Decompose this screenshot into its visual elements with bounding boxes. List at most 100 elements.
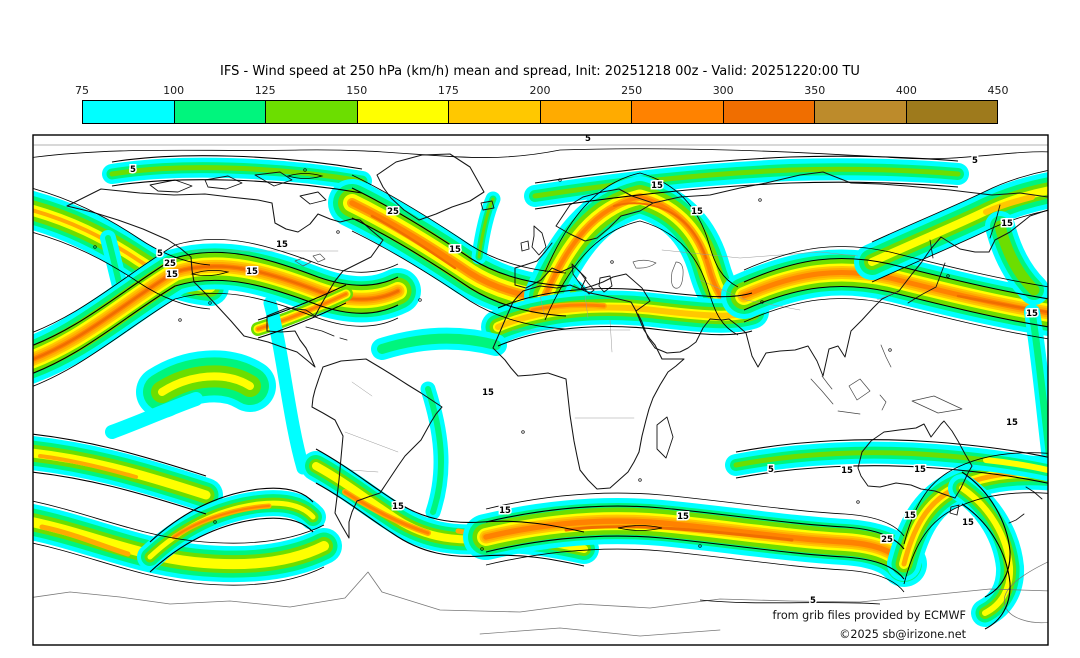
contour-speckle: [418, 298, 422, 302]
colorbar-segment: [174, 101, 266, 123]
wind-band: [33, 517, 329, 570]
contour-speckle: [758, 198, 762, 202]
spread-contour: [485, 535, 905, 580]
credit-provider: from grib files provided by ECMWF: [773, 609, 966, 622]
coastline: [1008, 513, 1025, 524]
spread-contour: [743, 257, 1048, 300]
spread-contour: [33, 188, 211, 266]
contour-speckle: [213, 520, 217, 524]
spread-contour: [257, 284, 347, 321]
wind-band: [532, 166, 961, 199]
colorbar-tick: 300: [712, 84, 734, 97]
spread-contour: [743, 246, 1048, 288]
contour-speckle: [946, 274, 950, 278]
contour-speckle: [208, 301, 212, 305]
coastline: [652, 171, 1048, 204]
spread-contour: [190, 270, 230, 276]
colorbar-segment: [83, 101, 175, 123]
colorbar-segment: [540, 101, 632, 123]
contour-speckle: [610, 260, 614, 264]
coastline: [339, 337, 348, 341]
spread-contour: [903, 492, 1048, 585]
coastline: [1003, 561, 1048, 624]
wind-band: [263, 296, 310, 475]
coastline: [344, 431, 399, 453]
coastline: [33, 571, 1048, 613]
wind-band: [477, 197, 495, 259]
colorbar-tick: 75: [75, 84, 89, 97]
coastline: [821, 375, 833, 390]
coastline: [299, 191, 327, 205]
coastline: [492, 284, 685, 490]
colorbar-segment: [906, 101, 997, 123]
coastline: [857, 420, 973, 499]
contour-speckle: [558, 178, 562, 182]
colorbar: [82, 100, 998, 124]
contour-speckle: [698, 544, 702, 548]
spread-contour-label: 15: [482, 388, 494, 398]
spread-contour: [33, 292, 399, 387]
spread-contour-label: 5: [157, 249, 163, 259]
coastline: [656, 416, 674, 459]
spread-contour: [871, 170, 1048, 243]
contour-details: [33, 148, 1048, 605]
spread-contour: [699, 599, 881, 605]
spread-contour: [33, 232, 211, 310]
spread-contour: [149, 487, 314, 543]
coastline: [311, 358, 443, 539]
colorbar-tick: 175: [437, 84, 459, 97]
spread-contour: [497, 325, 753, 347]
colorbar-tick: 100: [163, 84, 185, 97]
wind-band: [343, 490, 430, 535]
coastline: [671, 261, 684, 289]
contour-speckle: [178, 318, 182, 322]
coastline: [351, 381, 373, 397]
spread-contour-label: 15: [449, 245, 461, 255]
spread-contour-label: 5: [130, 165, 136, 175]
wind-band: [425, 386, 445, 515]
spread-contour-label: 15: [166, 270, 178, 280]
contour-speckle: [888, 348, 892, 352]
spread-contour: [961, 471, 1011, 598]
spread-contour: [257, 302, 347, 339]
spread-contour: [617, 525, 663, 531]
spread-contour: [743, 285, 1048, 328]
spread-contour-label: 15: [651, 181, 663, 191]
page-title: IFS - Wind speed at 250 hPa (km/h) mean …: [220, 64, 860, 79]
spread-contour: [485, 492, 905, 537]
wind-band: [158, 372, 254, 396]
colorbar-tick-labels: 75 100 125 150 175 200 250 300 350 400 450: [75, 84, 1009, 98]
coastline: [571, 263, 595, 295]
colorbar-segment: [723, 101, 815, 123]
wind-band: [983, 457, 1048, 474]
spread-contour-label: 15: [276, 240, 288, 250]
coastline: [637, 209, 1048, 377]
spread-contour-label: 15: [962, 518, 974, 528]
colorbar-tick: 125: [254, 84, 276, 97]
spread-contour: [735, 439, 1048, 458]
map-frame: [32, 134, 1049, 646]
spread-contour: [315, 448, 585, 533]
spread-contour: [351, 217, 567, 317]
spread-contour: [351, 174, 567, 274]
colorbar-tick: 200: [529, 84, 551, 97]
wind-band: [530, 303, 606, 312]
spread-contour-label: 15: [1001, 219, 1013, 229]
colorbar-segment: [357, 101, 449, 123]
coastline: [609, 319, 613, 353]
spread-contour-label: 25: [164, 259, 176, 269]
spread-contour-label: 25: [881, 535, 893, 545]
spread-contour-label: 5: [810, 596, 816, 606]
coastline: [699, 279, 801, 311]
spread-contour-label: 15: [691, 207, 703, 217]
spread-contour: [33, 279, 399, 374]
spread-contour-label: 15: [246, 267, 258, 277]
spread-contour: [111, 179, 363, 194]
spread-contour: [961, 503, 1011, 630]
wind-band: [564, 525, 794, 542]
wind-band: [38, 454, 138, 479]
coastline: [312, 253, 326, 263]
spread-contour: [111, 155, 363, 170]
